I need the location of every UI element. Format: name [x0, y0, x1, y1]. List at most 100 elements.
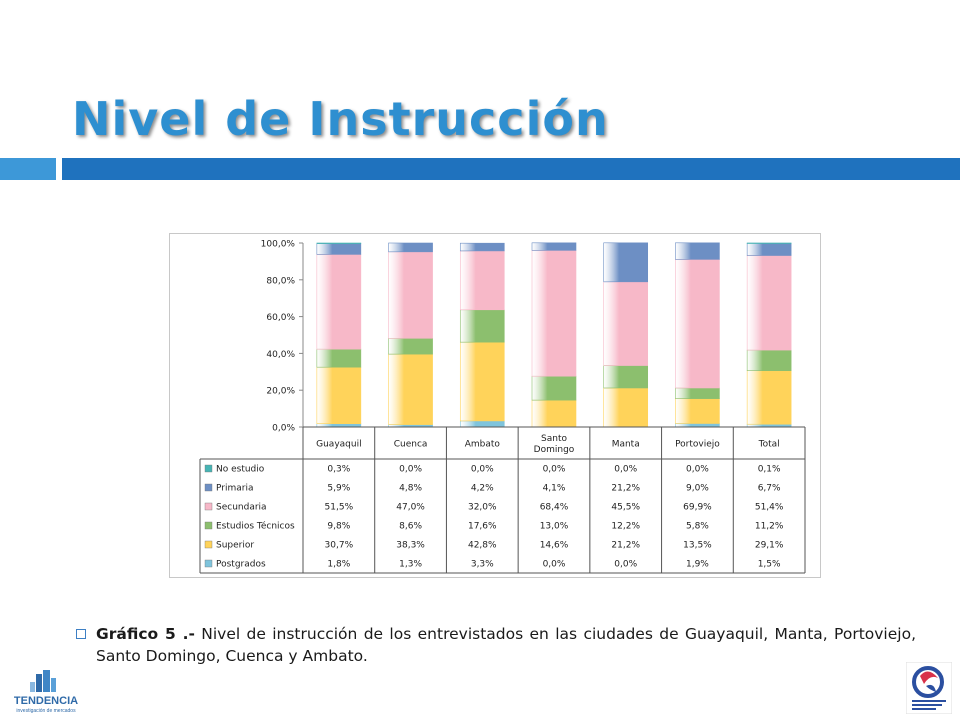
bar-segment: [675, 259, 720, 389]
data-cell: 5,8%: [686, 522, 709, 532]
legend-key: [204, 464, 213, 473]
y-tick-label: 20,0%: [266, 387, 295, 397]
bar-segment: [603, 281, 649, 366]
quito-turismo-logo: [906, 662, 952, 714]
legend-key: [204, 540, 213, 549]
x-tick-label: Total: [758, 440, 780, 450]
data-cell: 9,8%: [327, 522, 350, 532]
data-cell: 30,7%: [325, 541, 354, 551]
bar-segment: [746, 242, 792, 244]
x-tick-label: Cuenca: [394, 440, 428, 450]
caption-text: Nivel de instrucción de los entrevistado…: [96, 625, 916, 665]
data-cell: 1,8%: [327, 560, 350, 570]
data-cell: 14,6%: [540, 541, 569, 551]
data-cell: 47,0%: [396, 503, 425, 513]
data-cell: 21,2%: [611, 541, 640, 551]
data-cell: 1,9%: [686, 560, 709, 570]
y-tick-label: 100,0%: [261, 240, 296, 250]
data-cell: 68,4%: [540, 503, 569, 513]
data-cell: 1,3%: [399, 560, 422, 570]
tendencia-logo: TENDENCIA investigación de mercados: [14, 670, 78, 714]
slide-title: Nivel de Instrucción: [72, 92, 609, 146]
bar-segment: [459, 309, 505, 343]
figure-caption: Gráfico 5 .- Nivel de instrucción de los…: [96, 623, 916, 667]
data-cell: 42,8%: [468, 541, 497, 551]
legend-key: [204, 483, 213, 492]
svg-text:investigación de mercados: investigación de mercados: [16, 708, 76, 714]
bar-segment: [531, 399, 577, 428]
chart-frame: 0,0% 20,0% 40,0% 60,0% 80,0% 100,0% Guayaquil C…: [169, 233, 821, 578]
bar-segment: [459, 420, 505, 428]
data-cell: 51,4%: [755, 503, 784, 513]
data-cell: 5,9%: [327, 484, 350, 494]
stacked-bar-chart: 0,0% 20,0% 40,0% 60,0% 80,0% 100,0% Guayaquil C…: [199, 240, 806, 574]
data-cell: 21,2%: [611, 484, 640, 494]
data-cell: 8,6%: [399, 522, 422, 532]
data-cell: 0,0%: [471, 465, 494, 475]
data-cell: 0,0%: [543, 465, 566, 475]
data-cell: 0,0%: [614, 465, 637, 475]
legend-label: Primaria: [216, 484, 253, 494]
title-band-left: [0, 158, 56, 180]
y-tick-label: 80,0%: [266, 276, 295, 286]
legend-label: Secundaria: [216, 503, 267, 513]
legend-label: Estudios Técnicos: [216, 521, 295, 532]
bar-segment: [316, 254, 362, 350]
y-tick-label: 40,0%: [266, 350, 295, 360]
legend-key: [204, 502, 213, 511]
bar-segment: [603, 365, 649, 389]
legend-key: [204, 559, 213, 568]
data-cell: 0,0%: [399, 465, 422, 475]
data-cell: 17,6%: [468, 522, 497, 532]
svg-text:TENDENCIA: TENDENCIA: [14, 695, 78, 707]
data-cell: 51,5%: [325, 503, 354, 513]
x-tick-label: Portoviejo: [675, 440, 720, 450]
data-cell: 4,8%: [399, 484, 422, 494]
data-cell: 45,5%: [611, 503, 640, 513]
bar-segment: [316, 242, 362, 244]
data-cell: 6,7%: [758, 484, 781, 494]
bar-segment: [388, 338, 433, 355]
data-cell: 13,0%: [540, 522, 569, 532]
x-tick-label: Guayaquil: [316, 440, 361, 450]
title-band-right: [62, 158, 960, 180]
data-cell: 0,1%: [758, 465, 781, 475]
bar-segment: [675, 242, 720, 260]
data-cell: 29,1%: [755, 541, 784, 551]
data-cell: 3,3%: [471, 560, 494, 570]
bar-segment: [603, 387, 649, 428]
data-cell: 1,5%: [758, 560, 781, 570]
bar-segment: [531, 375, 577, 401]
bar-segment: [316, 243, 362, 255]
x-tick-label: Santo: [541, 434, 567, 444]
data-cell: 0,3%: [327, 465, 350, 475]
bar-segment: [388, 251, 433, 339]
legend-label: Postgrados: [216, 560, 266, 570]
y-tick-label: 60,0%: [266, 313, 295, 323]
bar-segment: [531, 250, 577, 377]
bar-segment: [746, 242, 792, 256]
data-cell: 0,0%: [543, 560, 566, 570]
bar-segment: [388, 353, 433, 425]
bar-segment: [603, 242, 649, 283]
bar-segment: [316, 348, 362, 368]
bar-segment: [459, 341, 505, 422]
y-tick-label: 0,0%: [272, 424, 295, 434]
legend-label: Superior: [216, 541, 254, 551]
bar-segment: [746, 255, 792, 351]
bar-segment: [746, 349, 792, 371]
bar-segment: [675, 398, 720, 424]
data-cell: 38,3%: [396, 541, 425, 551]
bar-segment: [675, 423, 720, 428]
legend-key: [204, 521, 213, 530]
data-cell: 69,9%: [683, 503, 712, 513]
x-tick-label: Manta: [612, 440, 640, 450]
data-cell: 12,2%: [611, 522, 640, 532]
data-cell: 4,2%: [471, 484, 494, 494]
x-tick-label: Ambato: [465, 440, 501, 450]
bar-segment: [459, 242, 505, 252]
bar-segment: [316, 366, 362, 424]
caption-label: Gráfico 5 .-: [96, 625, 195, 643]
bar-segment: [459, 250, 505, 311]
data-cell: 9,0%: [686, 484, 709, 494]
